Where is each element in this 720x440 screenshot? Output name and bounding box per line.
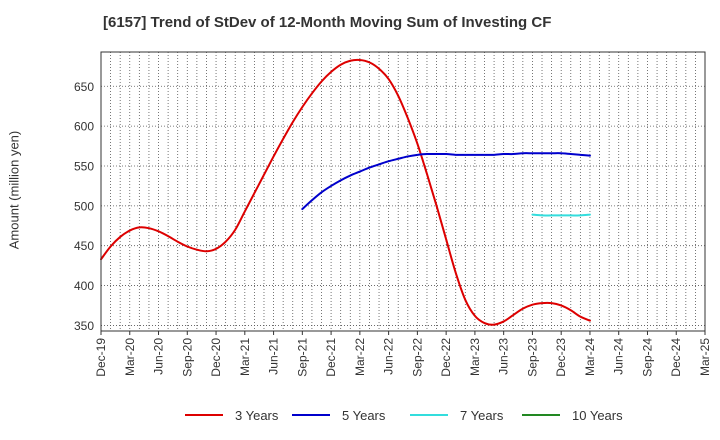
legend-swatch (292, 414, 330, 416)
legend: 3 Years 5 Years 7 Years 10 Years (0, 404, 720, 426)
x-tick-label: Mar-22 (353, 338, 367, 376)
x-tick-label: Dec-24 (669, 338, 683, 377)
x-tick-label: Dec-21 (324, 338, 338, 377)
y-tick-label: 400 (74, 279, 94, 293)
legend-item-7-years: 7 Years (410, 404, 503, 426)
x-tick-label: Sep-24 (640, 338, 654, 377)
x-tick-label: Jun-20 (152, 338, 166, 375)
x-tick-label: Dec-20 (209, 338, 223, 377)
x-tick-label: Jun-23 (497, 338, 511, 375)
legend-swatch (410, 414, 448, 416)
x-tick-label: Mar-25 (698, 338, 712, 376)
x-tick-label: Dec-19 (94, 338, 108, 377)
series-line-7-years (531, 213, 591, 217)
x-tick-label: Mar-24 (583, 338, 597, 376)
x-tick-label: Sep-21 (295, 338, 309, 377)
x-tick-label: Sep-23 (525, 338, 539, 377)
chart-title: [6157] Trend of StDev of 12-Month Moving… (103, 14, 552, 31)
x-tick-label: Dec-22 (439, 338, 453, 377)
legend-label: 7 Years (460, 407, 504, 423)
x-tick-label: Sep-20 (180, 338, 194, 377)
x-tick-label: Mar-21 (238, 338, 252, 376)
legend-item-3-years: 3 Years (185, 404, 278, 426)
series-line-5-years (301, 152, 591, 211)
legend-item-5-years: 5 Years (292, 404, 385, 426)
legend-swatch (522, 414, 560, 416)
x-tick-label: Mar-20 (123, 338, 137, 376)
y-tick-label: 550 (74, 159, 94, 173)
legend-item-10-years: 10 Years (522, 404, 623, 426)
plot-frame (100, 51, 706, 332)
x-tick-label: Sep-22 (410, 338, 424, 377)
y-tick-label: 350 (74, 319, 94, 333)
x-tick-label: Jun-22 (382, 338, 396, 375)
legend-label: 5 Years (342, 407, 386, 423)
grid-layer (101, 52, 705, 331)
legend-label: 10 Years (572, 407, 623, 423)
x-tick-label: Jun-24 (612, 338, 626, 375)
y-tick-label: 450 (74, 239, 94, 253)
x-tick-label: Jun-21 (267, 338, 281, 375)
y-tick-label: 500 (74, 199, 94, 213)
y-tick-label: 600 (74, 120, 94, 134)
legend-label: 3 Years (235, 407, 279, 423)
series-layer (100, 58, 591, 326)
tick-labels: 350 400 450 500 550 600 650 Dec-19 Mar-20 Jun-20 S… (74, 80, 712, 377)
series-line-3-years (100, 58, 591, 326)
x-tick-label: Dec-23 (554, 338, 568, 377)
y-tick-label: 650 (74, 80, 94, 94)
x-tick-label: Mar-23 (468, 338, 482, 376)
legend-swatch (185, 414, 223, 416)
